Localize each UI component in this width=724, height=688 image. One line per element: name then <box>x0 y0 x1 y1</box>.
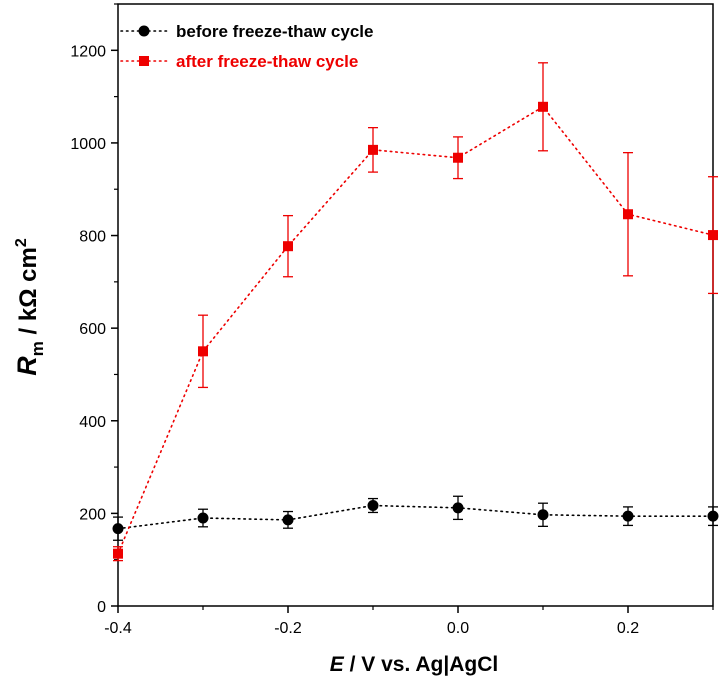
y-tick-label: 800 <box>79 229 106 246</box>
x-tick-label: 0.2 <box>617 620 639 637</box>
plot-border <box>117 3 714 607</box>
y-axis-title: Rm / kΩ cm2 <box>12 238 47 376</box>
data-point <box>368 144 378 155</box>
x-axis-title-italic: E <box>330 653 345 676</box>
legend-label: after freeze-thaw cycle <box>176 52 358 71</box>
x-tick-label: -0.4 <box>104 620 132 637</box>
y-axis-title-subscript: m <box>28 341 47 356</box>
series-2 <box>113 62 718 562</box>
data-point <box>708 230 718 241</box>
data-point <box>707 510 719 522</box>
legend-label: before freeze-thaw cycle <box>176 22 373 41</box>
y-axis-title-superscript: 2 <box>13 238 30 247</box>
data-point <box>282 514 294 526</box>
data-point <box>622 510 634 522</box>
series-1 <box>112 495 719 541</box>
x-axis-title: E / V vs. Ag|AgCl <box>330 653 498 676</box>
data-point <box>283 241 293 252</box>
series-layer <box>112 62 719 562</box>
plot-frame <box>117 3 714 607</box>
y-tick-label: 1000 <box>70 136 106 153</box>
legend: before freeze-thaw cycle after freeze-tha… <box>120 22 373 71</box>
legend-marker <box>139 56 149 66</box>
x-axis-title-rest: / V vs. Ag|AgCl <box>344 653 498 676</box>
data-point <box>198 346 208 357</box>
y-tick-label: 400 <box>79 414 106 431</box>
y-axis: 0 200 400 600 800 1000 1200 <box>70 3 118 616</box>
data-point <box>367 500 379 512</box>
legend-item-1: before freeze-thaw cycle <box>120 22 373 41</box>
series-line <box>117 105 714 555</box>
y-axis-title-italic: R <box>12 356 42 376</box>
data-point <box>537 509 549 521</box>
data-point <box>452 502 464 514</box>
x-tick-label: 0.0 <box>447 620 469 637</box>
series-line <box>117 504 714 530</box>
legend-item-2: after freeze-thaw cycle <box>120 52 358 71</box>
data-point <box>453 152 463 163</box>
y-tick-label: 1200 <box>70 43 106 60</box>
data-point <box>538 101 548 112</box>
data-point <box>197 512 209 524</box>
y-tick-label: 600 <box>79 321 106 338</box>
data-point <box>112 523 124 535</box>
y-axis-title-rest: / kΩ cm <box>15 247 42 341</box>
legend-marker <box>138 25 150 37</box>
x-tick-label: -0.2 <box>274 620 302 637</box>
y-tick-label: 0 <box>97 599 106 616</box>
x-axis: -0.4 -0.2 0.0 0.2 <box>104 606 714 637</box>
y-tick-label: 200 <box>79 506 106 523</box>
data-point <box>623 209 633 220</box>
data-point <box>113 548 123 559</box>
